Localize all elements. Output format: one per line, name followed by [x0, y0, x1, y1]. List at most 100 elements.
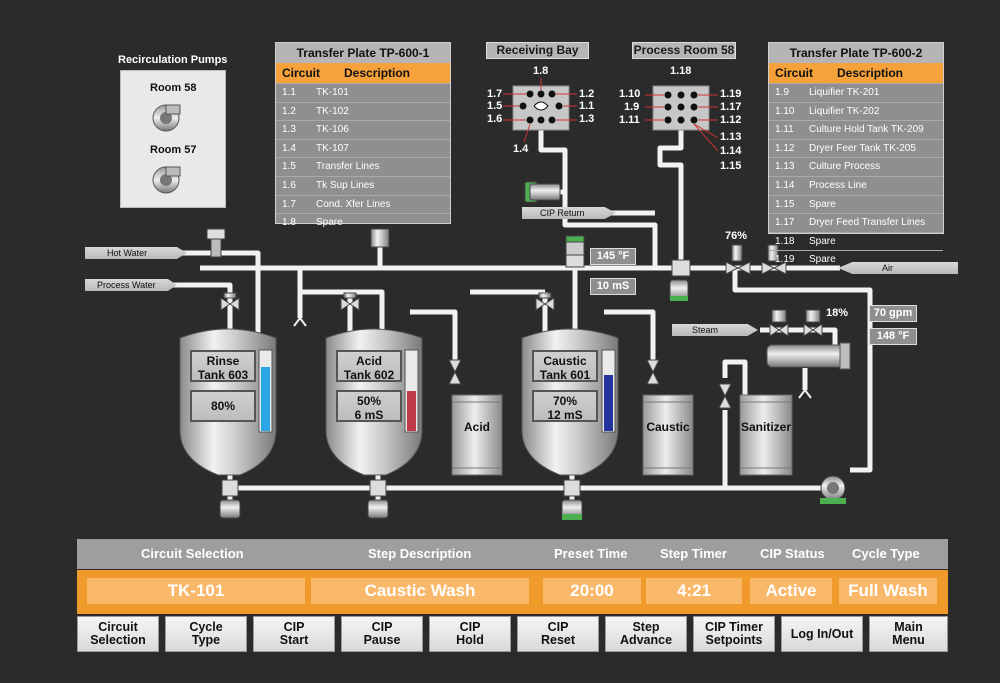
tp2-col-desc: Description [837, 66, 904, 80]
cip-start-button[interactable]: CIP Start [253, 616, 335, 652]
tp1-circuit-cell: 1.2 [282, 105, 296, 117]
tp2-desc-cell: Dryer Feer Tank TK-205 [809, 142, 916, 154]
rb-1-2: 1.2 [579, 88, 595, 100]
sanitizer-drum [739, 394, 793, 476]
cip-pause-button[interactable]: CIP Pause [341, 616, 423, 652]
tp1-circuit-cell: 1.1 [282, 87, 296, 98]
heat-exchanger [766, 342, 851, 370]
tp1-circuit-cell: 1.7 [282, 198, 296, 210]
tp2-row: 1.11 Culture Hold Tank TK-209 [769, 120, 943, 139]
tp2-circuit-cell: 1.9 [775, 87, 789, 98]
flow-readout: 70 gpm [869, 305, 917, 322]
pr-1-9: 1.9 [624, 101, 640, 113]
hdr-step-timer: Step Timer [660, 546, 727, 561]
step-advance-button[interactable]: Step Advance [605, 616, 687, 652]
tp1-circuit-cell: 1.8 [282, 217, 296, 229]
receiving-bay-plate [503, 78, 577, 143]
pr-1-10: 1.10 [619, 88, 641, 100]
valve-hot-water [206, 228, 226, 258]
tp1-circuit-cell: 1.4 [282, 142, 296, 154]
sanitizer-drum-label: Sanitizer [740, 420, 791, 434]
log-in-out-button[interactable]: Log In/Out [781, 616, 863, 652]
preset-time-value: 20:00 [543, 578, 641, 604]
hdr-circuit-selection: Circuit Selection [141, 546, 244, 561]
cip-hold-button[interactable]: CIP Hold [429, 616, 511, 652]
room57-label: Room 57 [150, 144, 197, 156]
cip-timer-setpoints-button[interactable]: CIP Timer Setpoints [693, 616, 775, 652]
tp1-row: 1.4 TK-107 [276, 138, 450, 158]
valve-bottom-acid [369, 479, 387, 497]
temperature-readout-2: 148 °F [869, 328, 917, 345]
tp2-desc-cell: Culture Hold Tank TK-209 [809, 124, 924, 136]
tp2-row: 1.9 Liquifier TK-201 [769, 83, 943, 102]
tp1-row: 1.2 TK-102 [276, 101, 450, 121]
recirc-pump-icons [152, 104, 181, 194]
tp2-circuit-cell: 1.17 [775, 217, 795, 229]
tp1-desc-cell: TK-107 [316, 142, 349, 154]
caustic-drum-label: Caustic [646, 420, 690, 434]
caustic-tank-value: 70% 12 mS [532, 390, 598, 422]
tp2-circuit-cell: 1.13 [775, 161, 795, 173]
valve-header-right [671, 259, 691, 277]
tp2-desc-cell: Liquifier TK-202 [809, 105, 880, 117]
tp1-circuit-cell: 1.5 [282, 161, 296, 173]
tp2-desc-cell: Dryer Feed Transfer Lines [809, 217, 926, 229]
valve-sanitizer [718, 383, 732, 409]
tp2-row: 1.13 Culture Process [769, 157, 943, 176]
circuit-value: TK-101 [87, 578, 305, 604]
tp1-desc-cell: TK-102 [316, 105, 349, 117]
recirc-pump-main [820, 475, 846, 504]
air-valve-percent: 76% [725, 230, 748, 242]
tp1-row: 1.6 Tk Sup Lines [276, 175, 450, 195]
tp2-desc-cell: Culture Process [809, 161, 881, 173]
process-room-plate [645, 85, 719, 152]
control-header: Circuit Selection Step Description Prese… [77, 539, 948, 569]
tp1-desc-cell: Spare [316, 217, 343, 229]
tp1-desc-cell: Tk Sup Lines [316, 179, 375, 191]
cycle-type-button[interactable]: Cycle Type [165, 616, 247, 652]
control-values-bar: TK-101 Caustic Wash 20:00 4:21 Active Fu… [77, 570, 948, 614]
cip-reset-button[interactable]: CIP Reset [517, 616, 599, 652]
valve-steam-18 [803, 309, 823, 337]
tp2-circuit-cell: 1.19 [775, 254, 795, 266]
step-description-value: Caustic Wash [311, 578, 529, 604]
circuit-selection-button[interactable]: Circuit Selection [77, 616, 159, 652]
tp2-desc-cell: Liquifier TK-201 [809, 87, 880, 98]
valve-bottom-rinse [221, 479, 239, 497]
tp2-title: Transfer Plate TP-600-2 [769, 43, 943, 63]
rb-1-3: 1.3 [579, 113, 595, 125]
pr-1-12: 1.12 [720, 114, 742, 126]
valve-acid-drum [448, 359, 462, 385]
steam-valve-percent: 18% [826, 307, 849, 319]
rb-1-7: 1.7 [487, 88, 503, 100]
tp1-circuit-cell: 1.3 [282, 124, 296, 136]
rb-1-5: 1.5 [487, 100, 503, 112]
tp1-row: 1.3 TK-106 [276, 120, 450, 139]
tp2-desc-cell: Spare [809, 235, 836, 247]
tp1-desc-cell: TK-101 [316, 87, 349, 98]
main-menu-button[interactable]: Main Menu [869, 616, 948, 652]
valve-rinse-in [220, 292, 240, 311]
tp2-circuit-cell: 1.12 [775, 142, 795, 154]
pr-1-14: 1.14 [720, 145, 742, 157]
process-room-title: Process Room 58 [632, 42, 736, 59]
rb-1-6: 1.6 [487, 113, 503, 125]
tp2-circuit-cell: 1.14 [775, 179, 795, 191]
hdr-preset-time: Preset Time [554, 546, 628, 561]
valve-caustic-drum [646, 359, 660, 385]
transfer-plate-1-table: Transfer Plate TP-600-1 Circuit Descript… [275, 42, 451, 228]
tp1-row: 1.1 TK-101 [276, 83, 450, 102]
hdr-step-description: Step Description [368, 546, 472, 561]
valve-bottom-caustic [563, 479, 581, 497]
rinse-level-bar [261, 367, 270, 431]
tp2-row: 1.17 Dryer Feed Transfer Lines [769, 213, 943, 232]
pr-1-15: 1.15 [720, 160, 742, 172]
valve-caustic-in [535, 292, 555, 311]
tp1-title: Transfer Plate TP-600-1 [276, 43, 450, 63]
rinse-tank-value: 80% [190, 390, 256, 422]
process-water-sign: Process Water [85, 279, 177, 291]
steam-sign: Steam [672, 324, 758, 336]
tp1-col-desc: Description [344, 66, 411, 80]
tp2-circuit-cell: 1.10 [775, 105, 795, 117]
acid-drum [451, 394, 503, 476]
